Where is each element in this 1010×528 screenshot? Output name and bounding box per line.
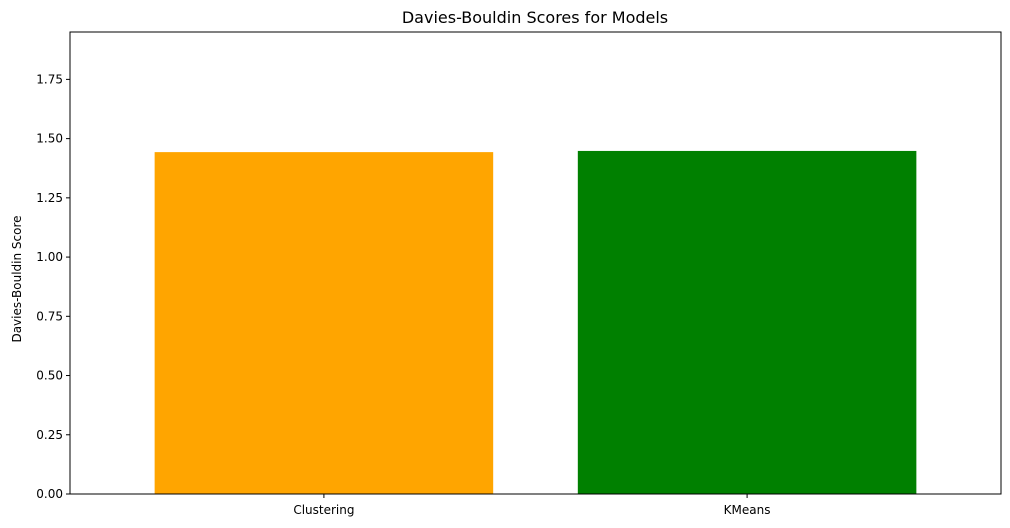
y-tick-label: 1.00 [36, 250, 63, 264]
x-tick-label: Clustering [293, 503, 354, 517]
y-tick-label: 0.75 [36, 309, 63, 323]
bar-clustering [154, 152, 494, 494]
y-tick-label: 1.25 [36, 191, 63, 205]
y-tick-label: 0.25 [36, 428, 63, 442]
y-tick-label: 0.50 [36, 369, 63, 383]
y-tick-label: 1.75 [36, 72, 63, 86]
y-tick-label: 0.00 [36, 487, 63, 501]
x-tick-label: KMeans [724, 503, 771, 517]
bars [154, 150, 917, 495]
bar-kmeans [577, 150, 917, 495]
chart-title: Davies-Bouldin Scores for Models [402, 8, 668, 27]
x-axis-ticks: Clustering KMeans [293, 494, 771, 517]
y-axis-ticks: 0.00 0.25 0.50 0.75 1.00 1.25 1.50 1.75 [36, 72, 70, 501]
y-tick-label: 1.50 [36, 132, 63, 146]
y-axis-label: Davies-Bouldin Score [10, 215, 24, 342]
plot-frame [69, 31, 1002, 495]
